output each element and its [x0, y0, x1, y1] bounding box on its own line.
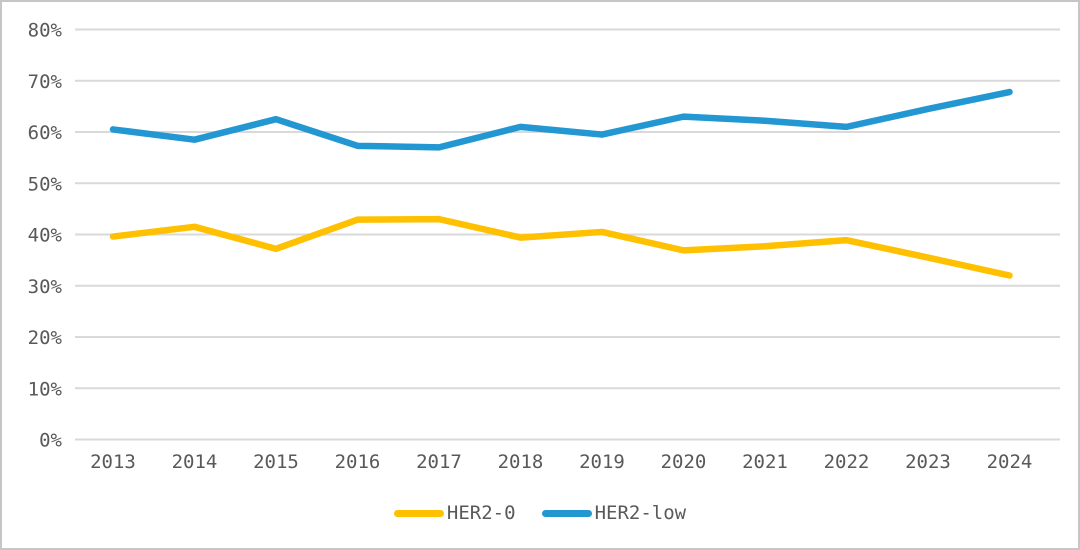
x-axis-tick-label: 2018 — [498, 451, 544, 473]
series-line-her2-0 — [109, 215, 1013, 279]
x-axis-tick-label: 2021 — [742, 451, 788, 473]
x-axis-tick-label: 2019 — [579, 451, 625, 473]
y-axis-tick-label: 20% — [28, 327, 63, 349]
y-axis-tick-label: 10% — [28, 378, 63, 400]
legend-swatch-her2-0 — [393, 510, 444, 517]
legend-label-her2-0: HER2-0 — [446, 502, 516, 524]
y-axis-tick-label: 50% — [28, 173, 63, 195]
y-axis-tick-label: 80% — [28, 20, 63, 42]
y-axis-tick-label: 30% — [28, 276, 63, 298]
y-axis-tick-label: 40% — [28, 225, 63, 247]
series-line-her2-low — [109, 88, 1013, 151]
y-axis-tick-label: 60% — [28, 122, 63, 144]
x-axis-tick-label: 2017 — [416, 451, 462, 473]
x-axis-tick-label: 2023 — [905, 451, 951, 473]
legend-label-her2-low: HER2-low — [594, 502, 687, 524]
y-axis-tick-label: 0% — [39, 430, 62, 452]
x-axis-tick-label: 2022 — [824, 451, 870, 473]
x-axis-tick-label: 2020 — [661, 451, 707, 473]
legend-item-her2-0: HER2-0 — [393, 502, 516, 524]
x-axis-tick-label: 2014 — [172, 451, 218, 473]
y-axis-tick-label: 70% — [28, 71, 63, 93]
x-axis-tick-label: 2024 — [987, 451, 1033, 473]
legend: HER2-0 HER2-low — [2, 504, 1078, 523]
legend-item-her2-low: HER2-low — [541, 502, 687, 524]
x-axis-tick-label: 2016 — [335, 451, 381, 473]
legend-swatch-her2-low — [541, 510, 592, 517]
x-axis-tick-label: 2015 — [253, 451, 299, 473]
x-axis-tick-label: 2013 — [90, 451, 136, 473]
